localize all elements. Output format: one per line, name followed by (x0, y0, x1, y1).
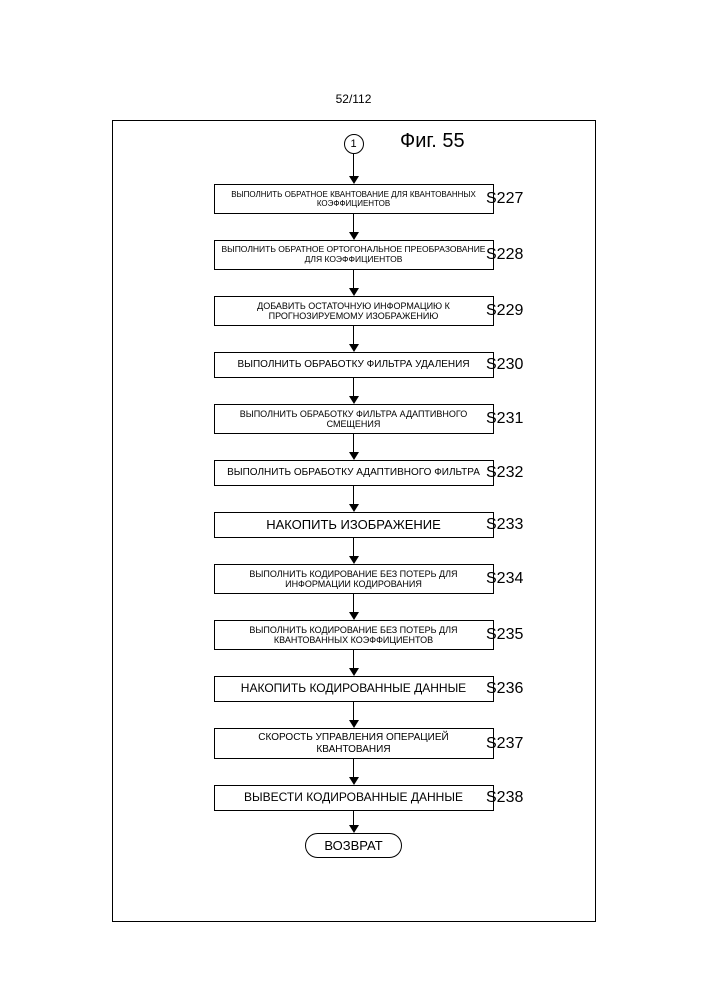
step-box-s236: НАКОПИТЬ КОДИРОВАННЫЕ ДАННЫЕ (214, 676, 494, 702)
step-label-s229: S229 (486, 302, 523, 320)
step-row: ВЫПОЛНИТЬ ОБРАБОТКУ АДАПТИВНОГО ФИЛЬТРАS… (0, 460, 707, 486)
step-box-s231: ВЫПОЛНИТЬ ОБРАБОТКУ ФИЛЬТРА АДАПТИВНОГО … (214, 404, 494, 434)
flowchart: 1 ВЫПОЛНИТЬ ОБРАТНОЕ КВАНТОВАНИЕ ДЛЯ КВАН… (0, 134, 707, 858)
step-row: ДОБАВИТЬ ОСТАТОЧНУЮ ИНФОРМАЦИЮ К ПРОГНОЗ… (0, 296, 707, 326)
step-label-s228: S228 (486, 246, 523, 264)
step-label-s227: S227 (486, 190, 523, 208)
step-box-s233: НАКОПИТЬ ИЗОБРАЖЕНИЕ (214, 512, 494, 538)
step-label-s234: S234 (486, 570, 523, 588)
step-row: ВЫПОЛНИТЬ ОБРАБОТКУ ФИЛЬТРА АДАПТИВНОГО … (0, 404, 707, 434)
step-row: ВЫПОЛНИТЬ ОБРАБОТКУ ФИЛЬТРА УДАЛЕНИЯS230 (0, 352, 707, 378)
step-row: ВЫПОЛНИТЬ КОДИРОВАНИЕ БЕЗ ПОТЕРЬ ДЛЯ КВА… (0, 620, 707, 650)
step-label-s236: S236 (486, 680, 523, 698)
step-label-s231: S231 (486, 410, 523, 428)
step-label-s233: S233 (486, 516, 523, 534)
step-box-s234: ВЫПОЛНИТЬ КОДИРОВАНИЕ БЕЗ ПОТЕРЬ ДЛЯ ИНФ… (214, 564, 494, 594)
step-box-s227: ВЫПОЛНИТЬ ОБРАТНОЕ КВАНТОВАНИЕ ДЛЯ КВАНТ… (214, 184, 494, 214)
connector-circle: 1 (344, 134, 364, 154)
step-label-s237: S237 (486, 735, 523, 753)
step-label-s230: S230 (486, 356, 523, 374)
page: 52/112 Фиг. 55 1ВЫПОЛНИТЬ ОБРАТНОЕ КВАНТ… (0, 0, 707, 1000)
step-box-s229: ДОБАВИТЬ ОСТАТОЧНУЮ ИНФОРМАЦИЮ К ПРОГНОЗ… (214, 296, 494, 326)
step-row: СКОРОСТЬ УПРАВЛЕНИЯ ОПЕРАЦИЕЙ КВАНТОВАНИ… (0, 728, 707, 759)
step-box-s228: ВЫПОЛНИТЬ ОБРАТНОЕ ОРТОГОНАЛЬНОЕ ПРЕОБРА… (214, 240, 494, 270)
step-box-s235: ВЫПОЛНИТЬ КОДИРОВАНИЕ БЕЗ ПОТЕРЬ ДЛЯ КВА… (214, 620, 494, 650)
step-row: ВЫПОЛНИТЬ ОБРАТНОЕ КВАНТОВАНИЕ ДЛЯ КВАНТ… (0, 184, 707, 214)
step-row: НАКОПИТЬ ИЗОБРАЖЕНИЕS233 (0, 512, 707, 538)
step-box-s232: ВЫПОЛНИТЬ ОБРАБОТКУ АДАПТИВНОГО ФИЛЬТРА (214, 460, 494, 486)
step-box-s238: ВЫВЕСТИ КОДИРОВАННЫЕ ДАННЫЕ (214, 785, 494, 811)
step-box-s230: ВЫПОЛНИТЬ ОБРАБОТКУ ФИЛЬТРА УДАЛЕНИЯ (214, 352, 494, 378)
step-row: ВЫПОЛНИТЬ ОБРАТНОЕ ОРТОГОНАЛЬНОЕ ПРЕОБРА… (0, 240, 707, 270)
return-terminator: ВОЗВРАТ (305, 833, 401, 858)
page-number: 52/112 (0, 92, 707, 106)
step-row: ВЫВЕСТИ КОДИРОВАННЫЕ ДАННЫЕS238 (0, 785, 707, 811)
step-label-s235: S235 (486, 626, 523, 644)
step-label-s238: S238 (486, 789, 523, 807)
step-row: ВЫПОЛНИТЬ КОДИРОВАНИЕ БЕЗ ПОТЕРЬ ДЛЯ ИНФ… (0, 564, 707, 594)
step-box-s237: СКОРОСТЬ УПРАВЛЕНИЯ ОПЕРАЦИЕЙ КВАНТОВАНИ… (214, 728, 494, 759)
step-label-s232: S232 (486, 464, 523, 482)
step-row: НАКОПИТЬ КОДИРОВАННЫЕ ДАННЫЕS236 (0, 676, 707, 702)
